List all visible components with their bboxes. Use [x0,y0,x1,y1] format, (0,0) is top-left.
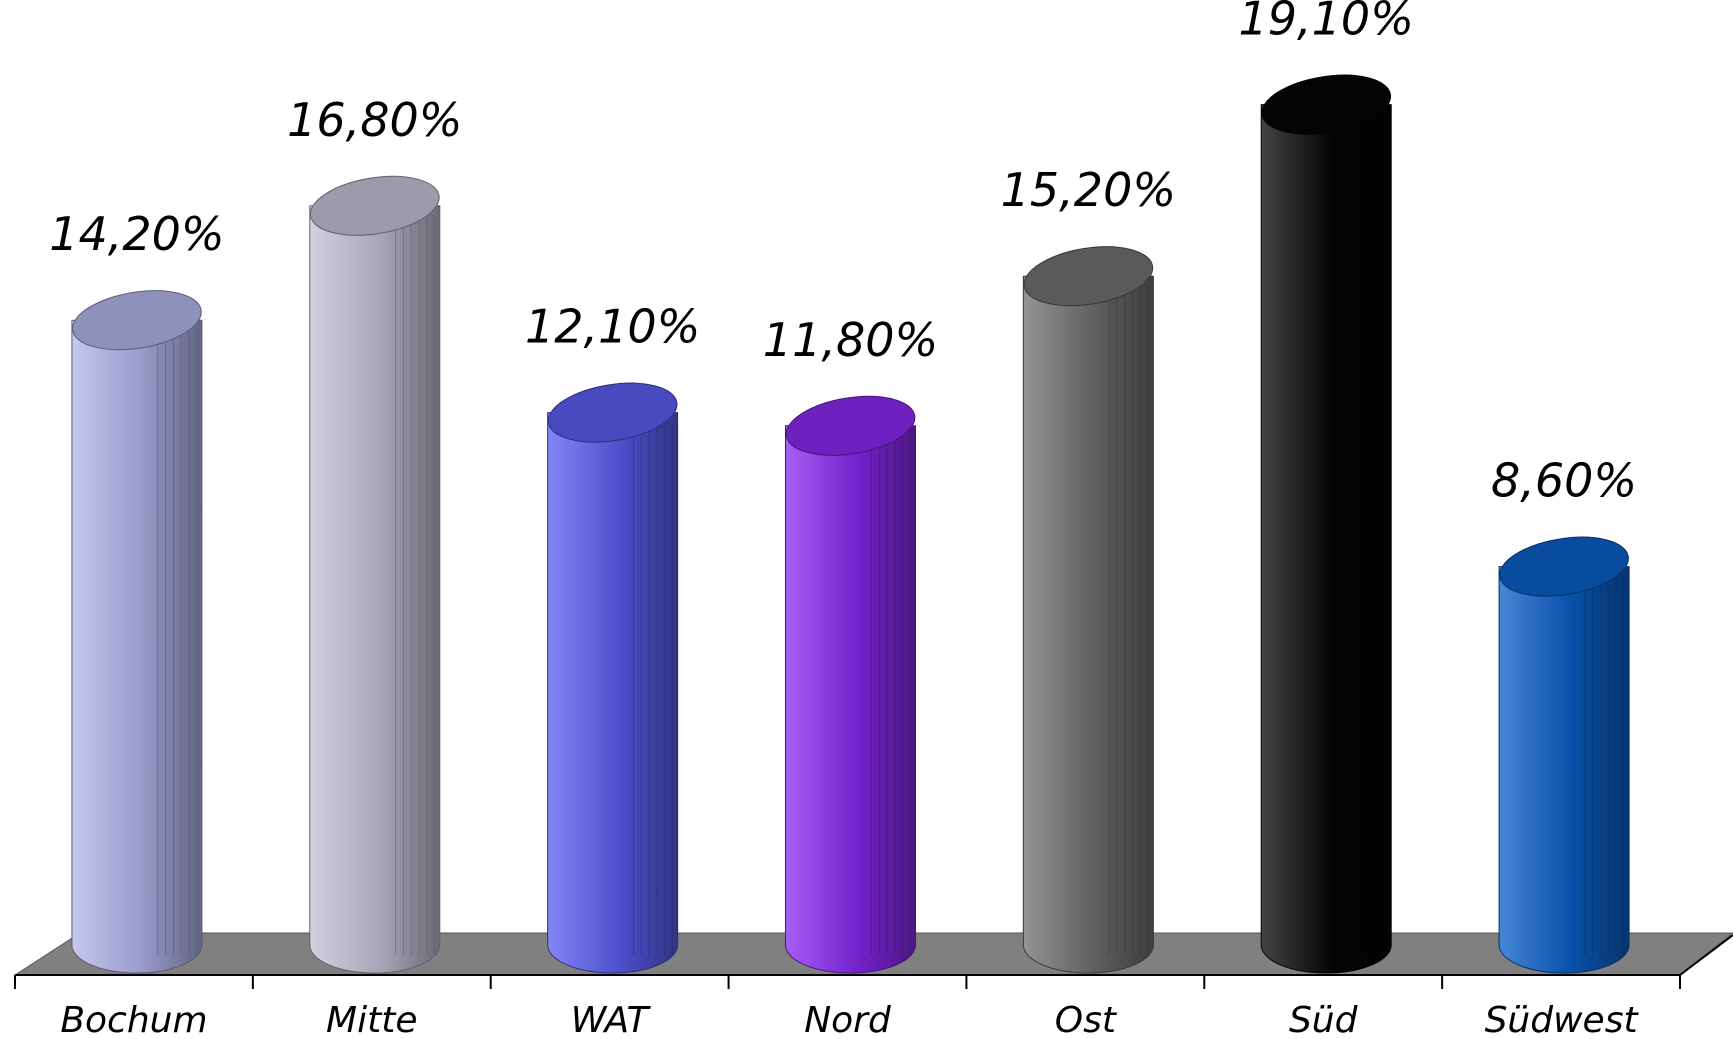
data-label: 16,80% [287,93,462,147]
bar-südwest [1498,536,1630,974]
data-label: 8,60% [1491,454,1637,508]
x-tick-label: Süd [1289,1000,1359,1039]
value-labels: 14,20% 16,80% 12,10% 11,80% 15,20% 19,10% 8,60… [49,0,1637,508]
bar-body [1260,104,1392,974]
data-label: 11,80% [763,313,938,367]
bar-body [547,412,679,974]
bar-body [1498,566,1630,974]
x-tick-label: Bochum [60,1000,207,1039]
bar-body [309,205,441,974]
bar-süd [1260,74,1392,974]
bar-body [1022,275,1154,974]
bar-body [71,319,203,974]
data-label: 12,10% [525,300,700,354]
x-tick-label: WAT [571,1000,652,1039]
bar-top [309,175,440,236]
bar-top [1499,536,1629,597]
x-tick-label: Ost [1055,1000,1118,1039]
bars-group [71,74,1630,974]
x-axis: Bochum Mitte WAT Nord Ost Süd Südwest [14,934,1733,1039]
x-tick-label: Nord [804,1000,892,1039]
bar-body [785,425,916,974]
bar-top [72,290,202,351]
bar-nord [785,395,916,974]
bar-ost [1022,246,1154,974]
bar-top [1261,74,1392,135]
data-label: 15,20% [1001,163,1176,217]
bar-bochum [71,290,203,974]
x-axis-depth-line [1679,934,1733,976]
bar-top [785,395,916,456]
bar-top [1023,246,1154,307]
bar-wat [547,382,679,974]
bar-top [547,382,678,443]
data-label: 14,20% [49,207,224,261]
x-tick-label: Mitte [326,1000,417,1039]
bar-mitte [309,175,441,974]
data-label: 19,10% [1239,0,1414,46]
x-tick-label: Südwest [1485,1000,1640,1039]
